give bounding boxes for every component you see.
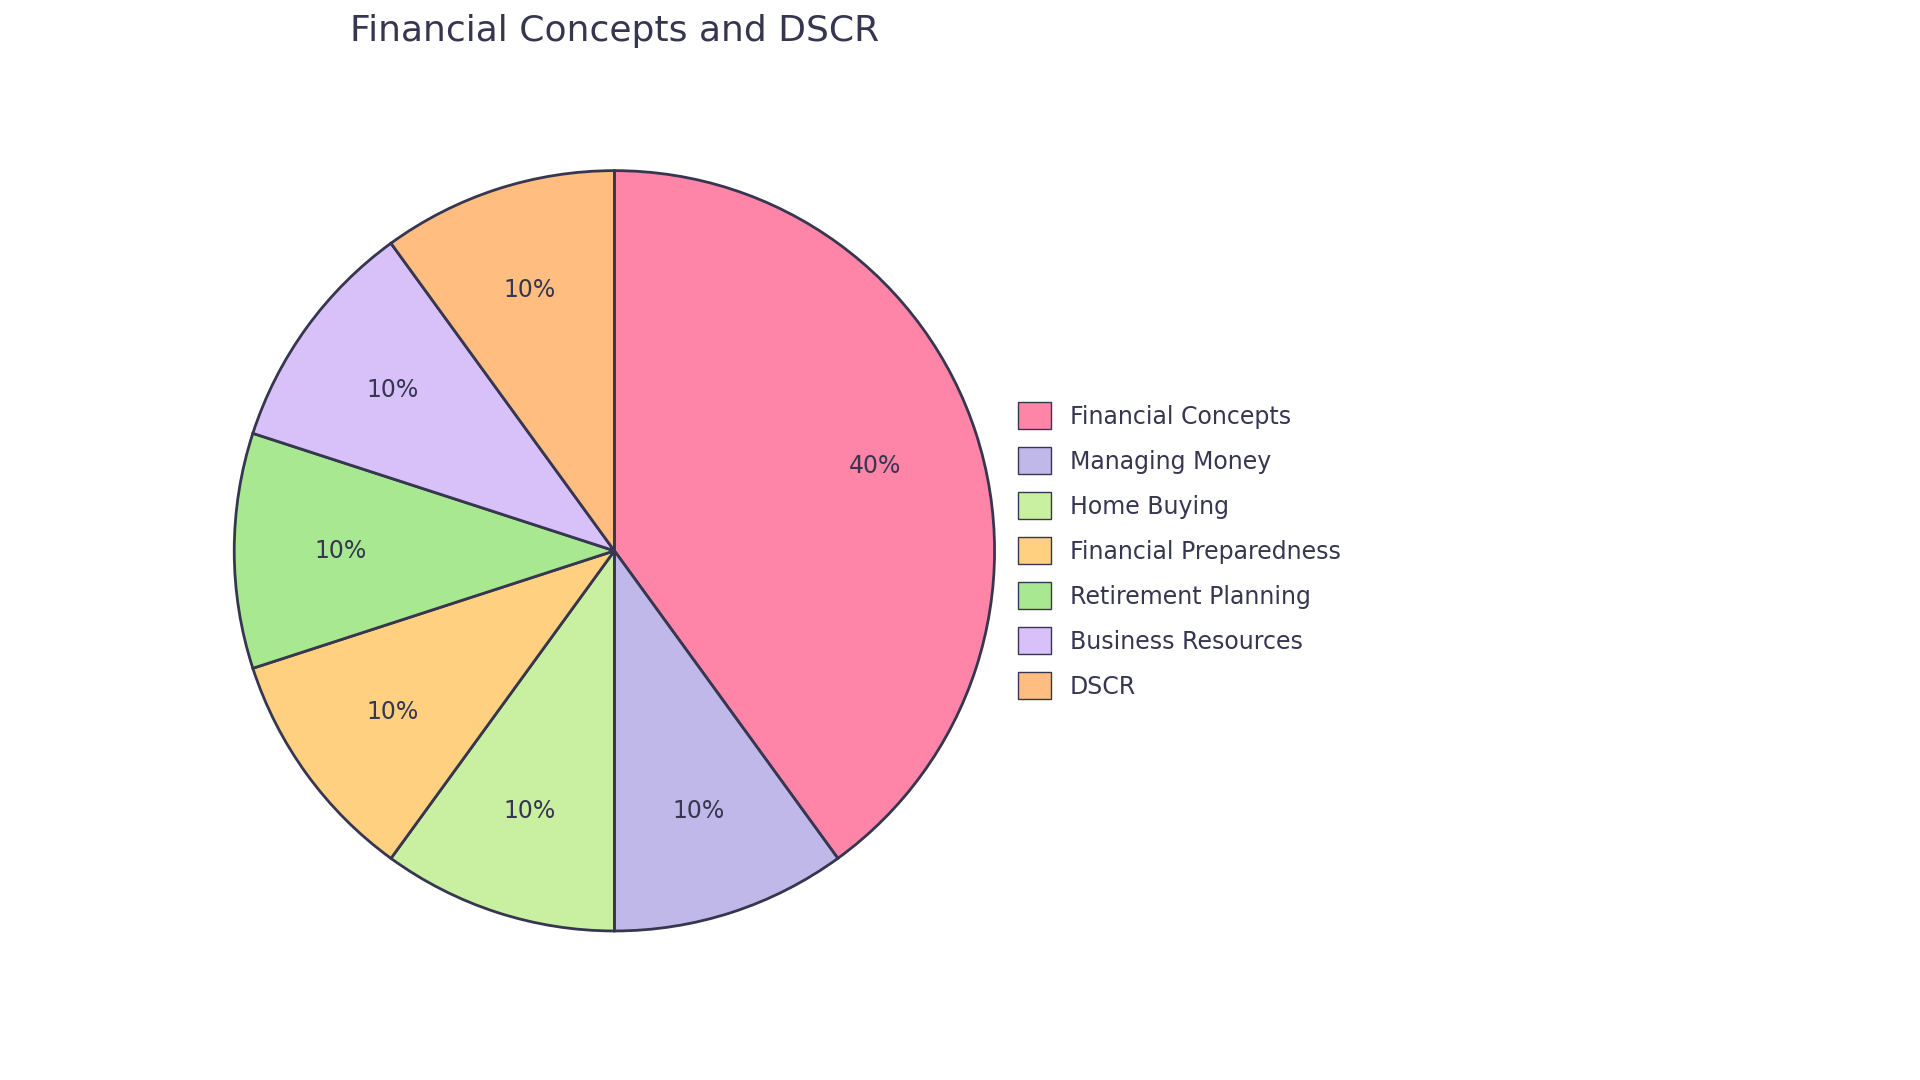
Wedge shape bbox=[614, 551, 837, 931]
Wedge shape bbox=[392, 171, 614, 551]
Title: Financial Concepts and DSCR: Financial Concepts and DSCR bbox=[349, 14, 879, 48]
Legend: Financial Concepts, Managing Money, Home Buying, Financial Preparedness, Retirem: Financial Concepts, Managing Money, Home… bbox=[1006, 391, 1354, 711]
Wedge shape bbox=[253, 551, 614, 859]
Wedge shape bbox=[234, 433, 614, 669]
Text: 10%: 10% bbox=[367, 378, 419, 402]
Text: 10%: 10% bbox=[672, 799, 726, 823]
Text: 40%: 40% bbox=[849, 455, 900, 478]
Wedge shape bbox=[392, 551, 614, 931]
Text: 10%: 10% bbox=[315, 539, 367, 563]
Wedge shape bbox=[253, 243, 614, 551]
Wedge shape bbox=[614, 171, 995, 859]
Text: 10%: 10% bbox=[367, 700, 419, 724]
Text: 10%: 10% bbox=[503, 279, 557, 302]
Text: 10%: 10% bbox=[503, 799, 557, 823]
